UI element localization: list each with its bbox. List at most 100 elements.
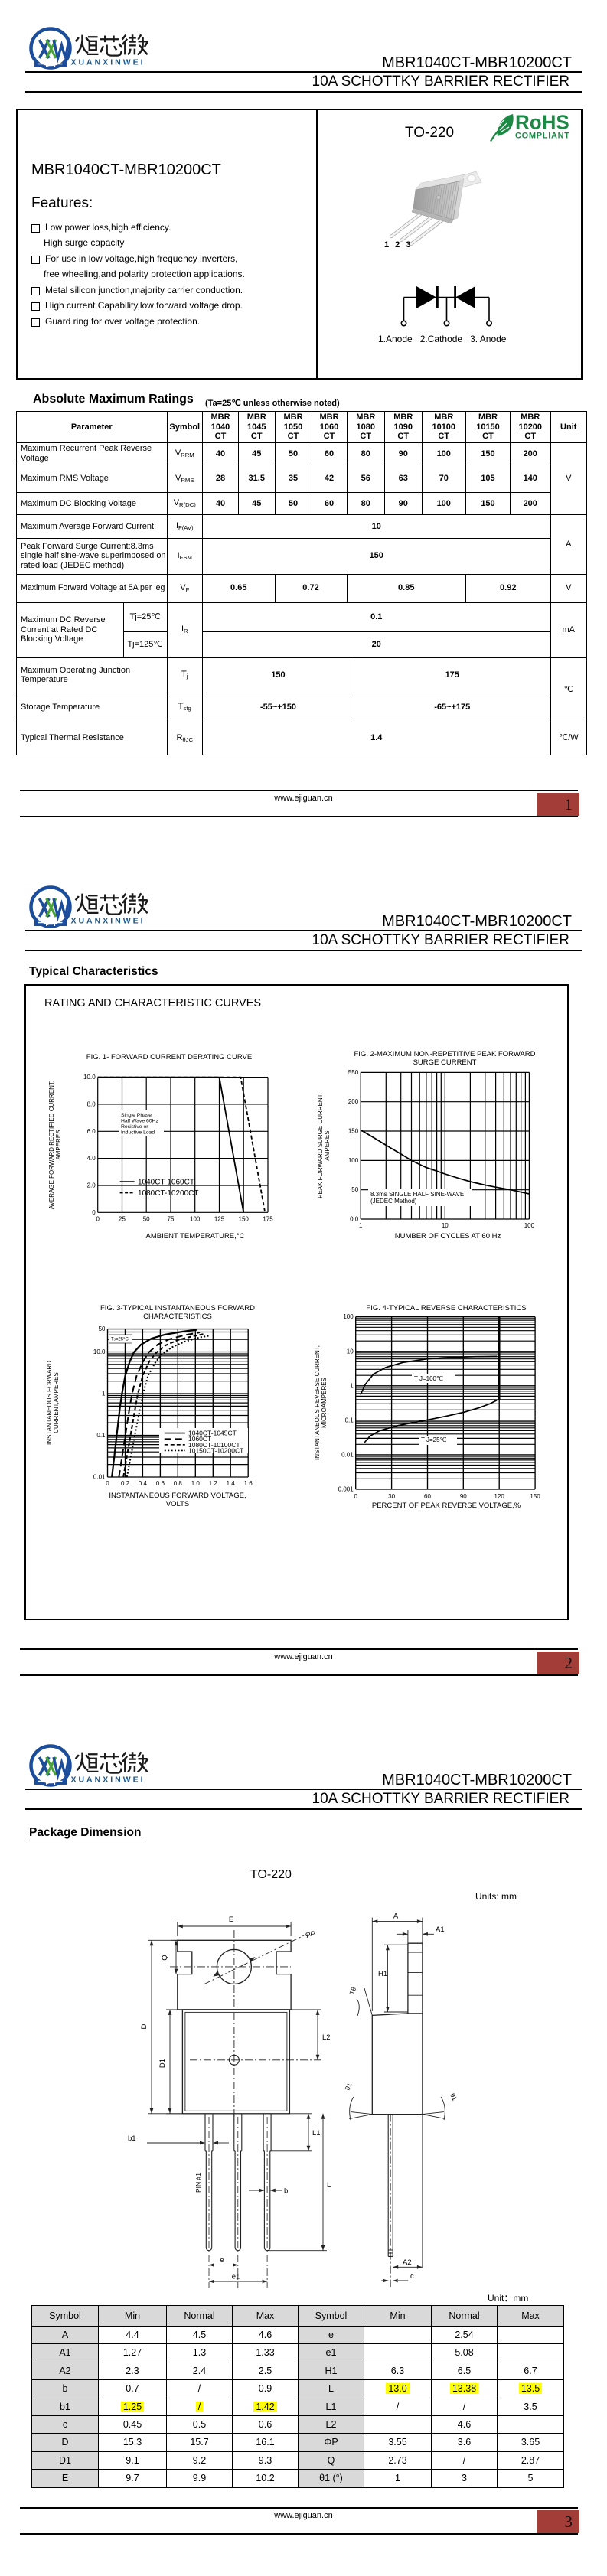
svg-text:A1: A1 [436, 1925, 445, 1934]
svg-text:Q: Q [161, 1955, 169, 1960]
svg-text:200: 200 [348, 1098, 359, 1105]
svg-text:1.2: 1.2 [209, 1480, 218, 1487]
svg-text:1.Anode 2.Cathode 3. Anode: 1.Anode 2.Cathode 3. Anode [378, 334, 507, 344]
svg-text:0: 0 [96, 1215, 100, 1222]
svg-text:1.6: 1.6 [244, 1480, 253, 1487]
svg-text:0.1: 0.1 [345, 1417, 354, 1423]
svg-text:XUANXINWEI: XUANXINWEI [70, 58, 145, 67]
svg-text:L: L [327, 2181, 331, 2190]
svg-text:0.0: 0.0 [350, 1216, 359, 1223]
svg-text:AMPERES: AMPERES [55, 1130, 62, 1159]
svg-text:150: 150 [239, 1215, 250, 1222]
svg-text:INSTANTANEOUS FORWARD: INSTANTANEOUS FORWARD [46, 1361, 53, 1445]
svg-text:1.4: 1.4 [227, 1480, 236, 1487]
svg-text:50: 50 [143, 1215, 150, 1222]
svg-text:CURRENT,AMPERES: CURRENT,AMPERES [53, 1372, 60, 1433]
svg-text:D1: D1 [158, 2059, 167, 2068]
svg-text:0.001: 0.001 [338, 1486, 354, 1493]
svg-text:VOLTS: VOLTS [166, 1500, 189, 1508]
svg-text:1.0: 1.0 [191, 1480, 201, 1487]
svg-text:60: 60 [424, 1493, 431, 1500]
svg-text:1040CT-1045CT: 1040CT-1045CT [188, 1430, 237, 1437]
svg-text:b: b [284, 2187, 288, 2196]
svg-text:Inductive Load: Inductive Load [121, 1130, 155, 1136]
svg-text:AMBIENT TEMPERATURE,°C: AMBIENT TEMPERATURE,°C [146, 1232, 245, 1241]
svg-text:50: 50 [99, 1325, 106, 1332]
svg-text:0.4: 0.4 [139, 1480, 148, 1487]
svg-text:2.0: 2.0 [87, 1182, 96, 1189]
svg-text:0.01: 0.01 [341, 1451, 354, 1458]
svg-text:INSTANTANEOUS REVERSE CURRENT,: INSTANTANEOUS REVERSE CURRENT, [314, 1345, 321, 1460]
svg-text:150: 150 [530, 1493, 540, 1500]
svg-text:RoHS: RoHS [515, 111, 569, 134]
svg-text:0: 0 [92, 1209, 96, 1216]
svg-text:10.0: 10.0 [83, 1074, 96, 1081]
svg-text:b1: b1 [128, 2134, 136, 2143]
svg-text:10.0: 10.0 [93, 1348, 106, 1355]
svg-text:125: 125 [214, 1215, 225, 1222]
svg-text:Single Phase: Single Phase [121, 1113, 152, 1118]
svg-text:100: 100 [343, 1313, 354, 1320]
svg-text:T J=25℃: T J=25℃ [421, 1436, 447, 1443]
svg-text:e1: e1 [232, 2273, 240, 2281]
svg-text:8.0: 8.0 [87, 1101, 96, 1107]
svg-text:8.3ms SINGLE HALF SINE-WAVE: 8.3ms SINGLE HALF SINE-WAVE [370, 1191, 464, 1198]
svg-text:Resistive or: Resistive or [121, 1124, 148, 1130]
svg-text:100: 100 [190, 1215, 201, 1222]
svg-text:100: 100 [524, 1222, 535, 1229]
svg-text:10: 10 [442, 1222, 449, 1229]
svg-text:θ1: θ1 [449, 2092, 459, 2102]
svg-text:50: 50 [351, 1186, 358, 1193]
svg-text:FIG. 2-MAXIMUM NON-REPETITIVE: FIG. 2-MAXIMUM NON-REPETITIVE PEAK FORWA… [354, 1050, 536, 1058]
svg-text:H1: H1 [378, 1970, 387, 1978]
svg-text:10: 10 [347, 1348, 354, 1355]
svg-text:XUANXINWEI: XUANXINWEI [70, 1775, 145, 1785]
svg-text:NUMBER OF CYCLES AT 60 Hz: NUMBER OF CYCLES AT 60 Hz [395, 1232, 501, 1241]
svg-text:30: 30 [388, 1493, 395, 1500]
svg-text:25: 25 [119, 1215, 126, 1222]
svg-text:MICROAMPERES: MICROAMPERES [321, 1378, 328, 1428]
svg-text:Half Wave 60Hz: Half Wave 60Hz [121, 1119, 158, 1124]
svg-text:0: 0 [354, 1493, 357, 1500]
svg-text:90: 90 [460, 1493, 467, 1500]
svg-text:AMPERES: AMPERES [324, 1130, 331, 1160]
svg-text:0.1: 0.1 [96, 1432, 106, 1439]
svg-text:FIG. 3-TYPICAL INSTANTANEOUS F: FIG. 3-TYPICAL INSTANTANEOUS FORWARD [100, 1304, 255, 1312]
svg-text:120: 120 [494, 1493, 505, 1500]
svg-text:0.6: 0.6 [156, 1480, 165, 1487]
svg-text:1: 1 [102, 1391, 106, 1397]
svg-text:550: 550 [348, 1069, 359, 1076]
svg-text:COMPLIANT: COMPLIANT [515, 132, 570, 141]
svg-text:FIG. 1- FORWARD CURRENT DERATI: FIG. 1- FORWARD CURRENT DERATING CURVE [86, 1053, 252, 1061]
svg-text:FIG. 4-TYPICAL REVERSE CHARACT: FIG. 4-TYPICAL REVERSE CHARACTERISTICS [366, 1304, 526, 1312]
svg-text:0.8: 0.8 [174, 1480, 183, 1487]
svg-text:A: A [393, 1912, 399, 1921]
svg-text:φP: φP [305, 1930, 315, 1939]
svg-text:PIN #1: PIN #1 [194, 2173, 202, 2193]
svg-text:0.2: 0.2 [121, 1480, 130, 1487]
svg-text:100: 100 [348, 1157, 359, 1164]
svg-text:0.01: 0.01 [93, 1474, 106, 1481]
svg-text:75: 75 [168, 1215, 175, 1222]
svg-text:1040CT-1060CT: 1040CT-1060CT [138, 1179, 194, 1187]
svg-text:CHARACTERISTICS: CHARACTERISTICS [143, 1312, 212, 1321]
svg-text:(JEDEC Method): (JEDEC Method) [370, 1198, 417, 1205]
svg-text:1: 1 [359, 1222, 363, 1229]
svg-text:D: D [140, 2023, 148, 2029]
svg-text:L2: L2 [322, 2033, 331, 2042]
svg-text:c: c [410, 2272, 414, 2281]
svg-text:1080CT-10200CT: 1080CT-10200CT [138, 1189, 199, 1198]
svg-text:Tθ: Tθ [348, 1986, 357, 1996]
svg-text:SURGE CURRENT: SURGE CURRENT [413, 1058, 477, 1067]
svg-text:150: 150 [348, 1128, 359, 1135]
svg-text:4.0: 4.0 [87, 1155, 96, 1162]
svg-text:10150CT-10200CT: 10150CT-10200CT [188, 1446, 243, 1454]
svg-text:TJ=25°C: TJ=25°C [111, 1338, 129, 1342]
svg-text:PERCENT OF PEAK REVERSE VOLTAG: PERCENT OF PEAK REVERSE VOLTAGE,% [372, 1502, 521, 1510]
svg-text:INSTANTANEOUS FORWARD VOLTAGE,: INSTANTANEOUS FORWARD VOLTAGE, [109, 1492, 246, 1500]
svg-text:AVERAGE FORWARD RECTIFIED CURR: AVERAGE FORWARD RECTIFIED CURRENT, [48, 1081, 55, 1209]
svg-text:e: e [220, 2256, 224, 2265]
svg-text:PEAK FORWARD SURGE CURRENT,: PEAK FORWARD SURGE CURRENT, [317, 1093, 324, 1198]
svg-text:A2: A2 [403, 2258, 412, 2267]
svg-text:E: E [229, 1916, 233, 1924]
